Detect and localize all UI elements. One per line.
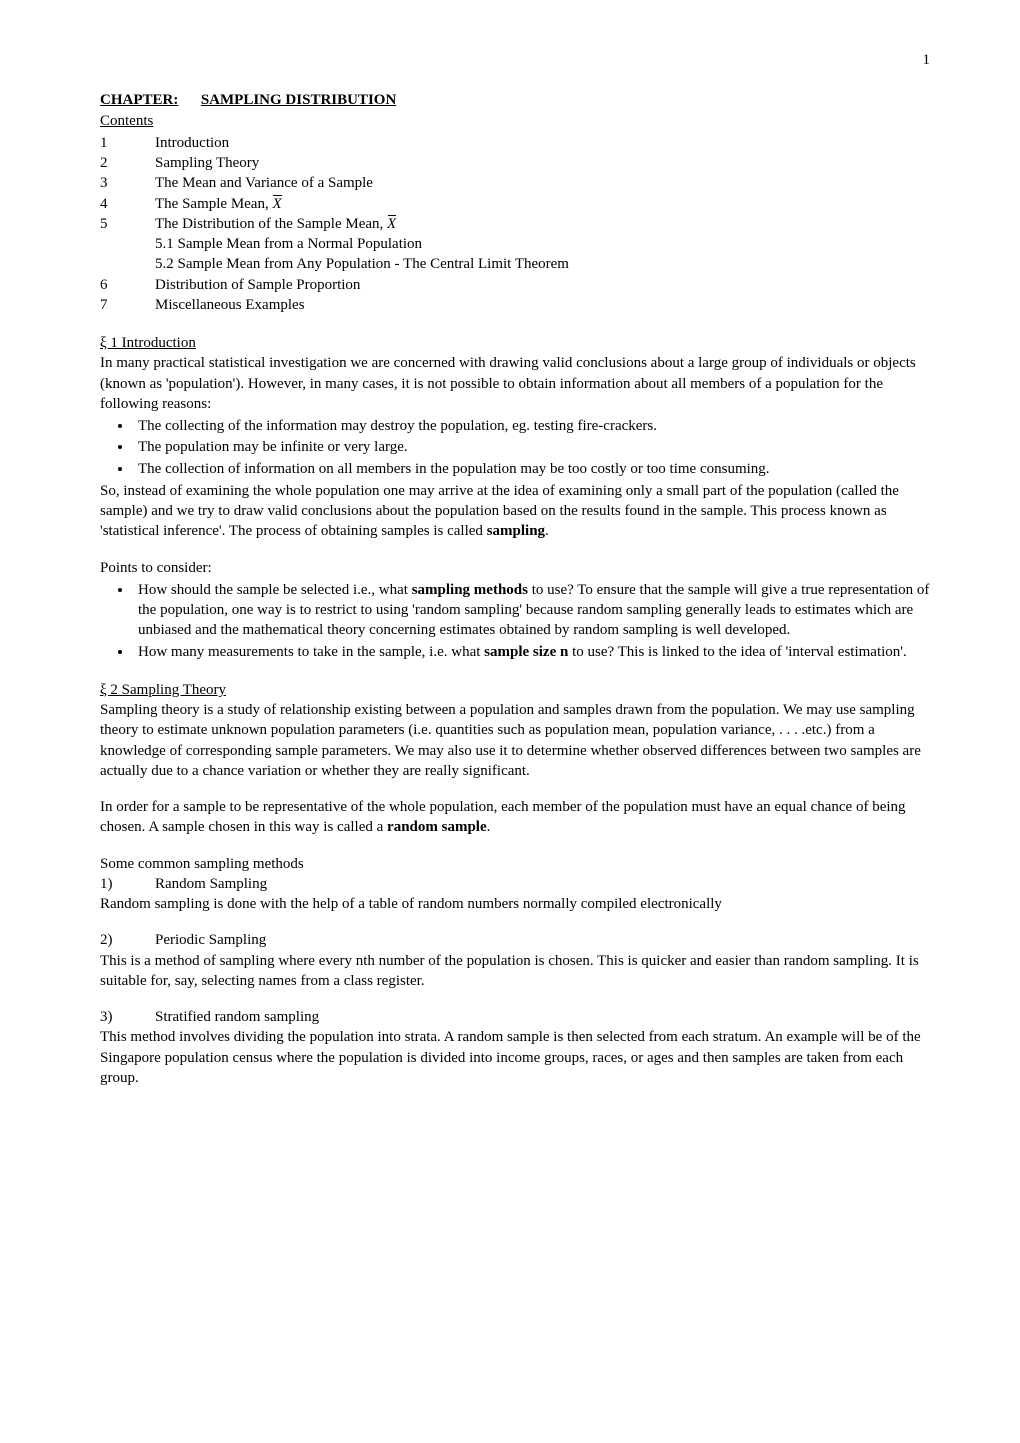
method-number: 1) bbox=[100, 874, 155, 894]
list-item: How should the sample be selected i.e., … bbox=[133, 580, 930, 641]
method-body: This is a method of sampling where every… bbox=[100, 951, 930, 992]
toc-title: The Distribution of the Sample Mean, X bbox=[155, 214, 396, 234]
method-title: Stratified random sampling bbox=[155, 1007, 319, 1027]
toc-title: Introduction bbox=[155, 133, 229, 153]
list-item-bold: sample size n bbox=[484, 644, 568, 660]
method-number: 3) bbox=[100, 1007, 155, 1027]
toc-subitem: 5.2 Sample Mean from Any Population - Th… bbox=[155, 254, 930, 274]
section-1-heading: ξ 1 Introduction bbox=[100, 333, 930, 353]
toc-item: 7 Miscellaneous Examples bbox=[100, 295, 930, 315]
chapter-heading-title: SAMPLING DISTRIBUTION bbox=[201, 92, 396, 108]
chapter-heading: CHAPTER: SAMPLING DISTRIBUTION bbox=[100, 90, 930, 110]
toc-number: 3 bbox=[100, 173, 155, 193]
toc-subitem: 5.1 Sample Mean from a Normal Population bbox=[155, 234, 930, 254]
method-heading: 2) Periodic Sampling bbox=[100, 930, 930, 950]
toc-title: Miscellaneous Examples bbox=[155, 295, 305, 315]
page-number: 1 bbox=[100, 50, 930, 70]
toc-item: 2 Sampling Theory bbox=[100, 153, 930, 173]
list-item-bold: sampling methods bbox=[412, 582, 528, 598]
toc-item: 3 The Mean and Variance of a Sample bbox=[100, 173, 930, 193]
method-heading: 3) Stratified random sampling bbox=[100, 1007, 930, 1027]
section-2-paragraph-2: In order for a sample to be representati… bbox=[100, 797, 930, 838]
list-item: The population may be infinite or very l… bbox=[133, 437, 930, 457]
toc-title-pre: The Sample Mean, bbox=[155, 196, 272, 212]
section-1-paragraph-1: In many practical statistical investigat… bbox=[100, 353, 930, 414]
list-item-post: to use? This is linked to the idea of 'i… bbox=[568, 644, 906, 660]
paragraph-text-post: . bbox=[545, 523, 549, 539]
spacer bbox=[100, 838, 930, 854]
contents-label: Contents bbox=[100, 111, 930, 131]
points-to-consider-list: How should the sample be selected i.e., … bbox=[100, 580, 930, 662]
toc-title: Distribution of Sample Proportion bbox=[155, 275, 360, 295]
paragraph-text-pre: In order for a sample to be representati… bbox=[100, 799, 906, 835]
toc-title: Sampling Theory bbox=[155, 153, 259, 173]
list-item: The collecting of the information may de… bbox=[133, 416, 930, 436]
toc-list: 1 Introduction 2 Sampling Theory 3 The M… bbox=[100, 133, 930, 315]
toc-item: 6 Distribution of Sample Proportion bbox=[100, 275, 930, 295]
method-title: Random Sampling bbox=[155, 874, 267, 894]
toc-number: 4 bbox=[100, 194, 155, 214]
xbar-symbol: X bbox=[387, 214, 396, 234]
spacer bbox=[100, 781, 930, 797]
spacer bbox=[100, 991, 930, 1007]
list-item-pre: How many measurements to take in the sam… bbox=[138, 644, 484, 660]
method-title: Periodic Sampling bbox=[155, 930, 266, 950]
method-body: Random sampling is done with the help of… bbox=[100, 894, 930, 914]
method-number: 2) bbox=[100, 930, 155, 950]
toc-item: 1 Introduction bbox=[100, 133, 930, 153]
toc-number: 5 bbox=[100, 214, 155, 234]
spacer bbox=[100, 542, 930, 558]
method-heading: 1) Random Sampling bbox=[100, 874, 930, 894]
toc-title: The Sample Mean, X bbox=[155, 194, 282, 214]
toc-number: 2 bbox=[100, 153, 155, 173]
paragraph-text-post: . bbox=[487, 819, 491, 835]
toc-number: 6 bbox=[100, 275, 155, 295]
points-to-consider-label: Points to consider: bbox=[100, 558, 930, 578]
toc-number: 7 bbox=[100, 295, 155, 315]
toc-item: 5 The Distribution of the Sample Mean, X bbox=[100, 214, 930, 234]
list-item-pre: How should the sample be selected i.e., … bbox=[138, 582, 412, 598]
method-body: This method involves dividing the popula… bbox=[100, 1027, 930, 1088]
list-item: The collection of information on all mem… bbox=[133, 459, 930, 479]
section-2-heading: ξ 2 Sampling Theory bbox=[100, 680, 930, 700]
toc-item: 4 The Sample Mean, X bbox=[100, 194, 930, 214]
paragraph-text-bold: sampling bbox=[487, 523, 545, 539]
list-item: How many measurements to take in the sam… bbox=[133, 642, 930, 662]
xbar-symbol: X bbox=[272, 194, 281, 214]
toc-title-pre: The Distribution of the Sample Mean, bbox=[155, 216, 387, 232]
toc-number: 1 bbox=[100, 133, 155, 153]
section-2-paragraph-1: Sampling theory is a study of relationsh… bbox=[100, 700, 930, 781]
section-1-bullets: The collecting of the information may de… bbox=[100, 416, 930, 479]
spacer bbox=[100, 914, 930, 930]
chapter-heading-prefix: CHAPTER: bbox=[100, 92, 178, 108]
paragraph-text-bold: random sample bbox=[387, 819, 487, 835]
section-1-paragraph-2: So, instead of examining the whole popul… bbox=[100, 481, 930, 542]
methods-label: Some common sampling methods bbox=[100, 854, 930, 874]
toc-title: The Mean and Variance of a Sample bbox=[155, 173, 373, 193]
